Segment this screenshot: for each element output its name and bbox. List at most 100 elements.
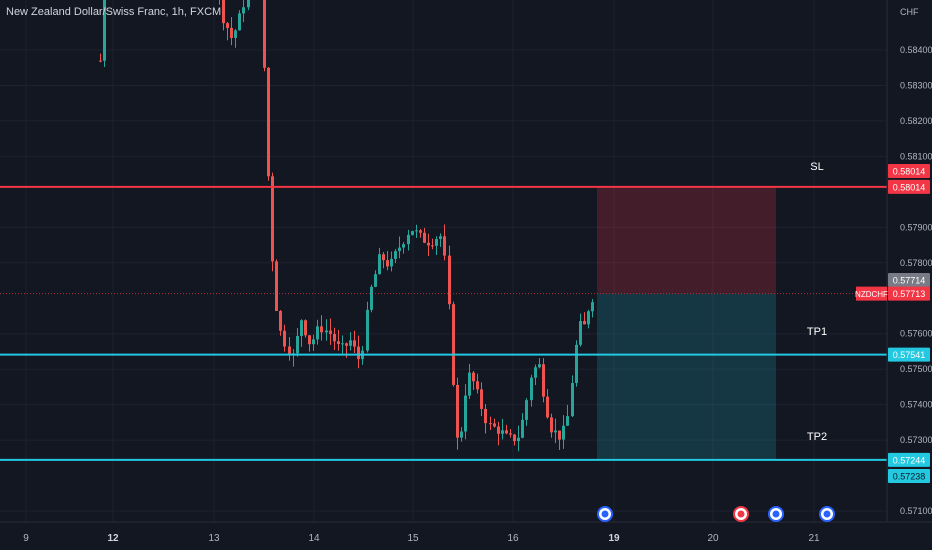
candle-body (263, 0, 266, 68)
candle-body (394, 251, 397, 259)
candle-body (575, 344, 578, 384)
symbol-badge-text: NZDCHF (855, 290, 888, 299)
candle-body (476, 381, 479, 390)
price-axis[interactable]: CHF 0.58400 0.58300 0.58200 0.58100 0.57900 0.… (855, 0, 932, 522)
price-badge (888, 179, 930, 194)
price-badge (888, 469, 930, 483)
price-badge-text: 0.57541 (893, 350, 926, 360)
candle-body (493, 423, 496, 427)
candle-body (579, 321, 582, 345)
price-badge-text: 0.57244 (893, 455, 926, 465)
candle-body (419, 230, 422, 233)
candle-body (382, 254, 385, 261)
candle-body (480, 389, 483, 409)
currency-label: CHF (900, 7, 919, 17)
chart-title: New Zealand Dollar/Swiss Franc, 1h, FXCM (6, 6, 222, 18)
price-badge (888, 286, 930, 301)
candle-body (271, 176, 274, 262)
price-tick-label: 0.58400 (900, 45, 932, 55)
candle-body (489, 423, 492, 425)
grid (0, 0, 887, 522)
candle-body (546, 396, 549, 418)
price-tick-label: 0.57600 (900, 329, 932, 339)
price-badge-text: 0.58014 (893, 167, 926, 177)
candle-body (513, 434, 516, 442)
candle-body (525, 400, 528, 420)
candle-body (320, 326, 323, 333)
candle-body (501, 430, 504, 434)
candle-body (402, 244, 405, 248)
level-lines: SL TP1 TP2 (0, 161, 887, 461)
price-badge-text: 0.57714 (893, 276, 926, 286)
candle-body (226, 23, 229, 28)
candle-body (238, 13, 241, 31)
event-icons (597, 506, 835, 522)
flag-icon (823, 510, 831, 518)
time-tick-label: 9 (23, 533, 29, 544)
candle-body (374, 274, 377, 287)
candle-body (571, 383, 574, 417)
candle-body (300, 320, 303, 336)
candle-body (566, 416, 569, 426)
candle-body (431, 245, 434, 247)
candle-body (222, 0, 225, 24)
candle-body (509, 433, 512, 435)
candle-body (484, 408, 487, 424)
time-tick-label: 19 (608, 533, 620, 544)
time-axis[interactable]: 9 12 13 14 15 16 19 20 21 (0, 521, 932, 544)
position-boxes (597, 186, 776, 460)
flag-icon (601, 510, 609, 518)
level-label-sl: SL (810, 161, 823, 173)
candle-body (538, 364, 541, 368)
candle-body (591, 302, 594, 312)
candle-body (542, 364, 545, 397)
candle-body (550, 417, 553, 433)
time-tick-label: 21 (808, 533, 820, 544)
time-tick-label: 15 (407, 533, 419, 544)
candle-body (316, 326, 319, 340)
candle-body (308, 335, 311, 345)
candle-body (439, 236, 442, 240)
candle-body (443, 236, 446, 256)
price-badge-text: 0.57238 (893, 472, 926, 482)
candle-body (505, 430, 508, 434)
candle-body (345, 343, 348, 346)
symbol-badge (856, 286, 887, 301)
candle-body (472, 372, 475, 382)
candle-body (460, 431, 463, 438)
candle-body (329, 330, 332, 334)
candle-body (554, 430, 557, 433)
candle-body (325, 330, 328, 333)
price-tick-label: 0.58100 (900, 151, 932, 161)
candle-body (370, 286, 373, 310)
candle-body (411, 231, 414, 235)
candle-body (427, 242, 430, 246)
flag-icon (772, 510, 780, 518)
candle-body (247, 0, 250, 8)
candle-body (341, 343, 344, 345)
time-tick-label: 16 (507, 533, 519, 544)
level-label-tp2: TP2 (807, 431, 827, 443)
price-tick-label: 0.57100 (900, 506, 932, 516)
price-badge (888, 164, 930, 178)
candle-body (415, 230, 418, 232)
time-tick-label: 20 (707, 533, 719, 544)
candle-body (275, 261, 278, 312)
price-badge (888, 452, 930, 467)
candle-body (562, 425, 565, 440)
price-badge (888, 273, 930, 287)
candle-body (304, 320, 307, 336)
candle-body (357, 346, 360, 360)
price-tick-label: 0.57800 (900, 258, 932, 268)
candle-body (99, 60, 102, 62)
target-zone (597, 293, 776, 460)
candle-body (448, 255, 451, 305)
candle-body (468, 372, 471, 396)
candle-body (288, 346, 291, 356)
price-tick-label: 0.58300 (900, 80, 932, 90)
time-tick-label: 14 (308, 533, 320, 544)
candle-body (583, 321, 586, 325)
time-tick-label: 13 (208, 533, 220, 544)
candle-body (279, 311, 282, 331)
